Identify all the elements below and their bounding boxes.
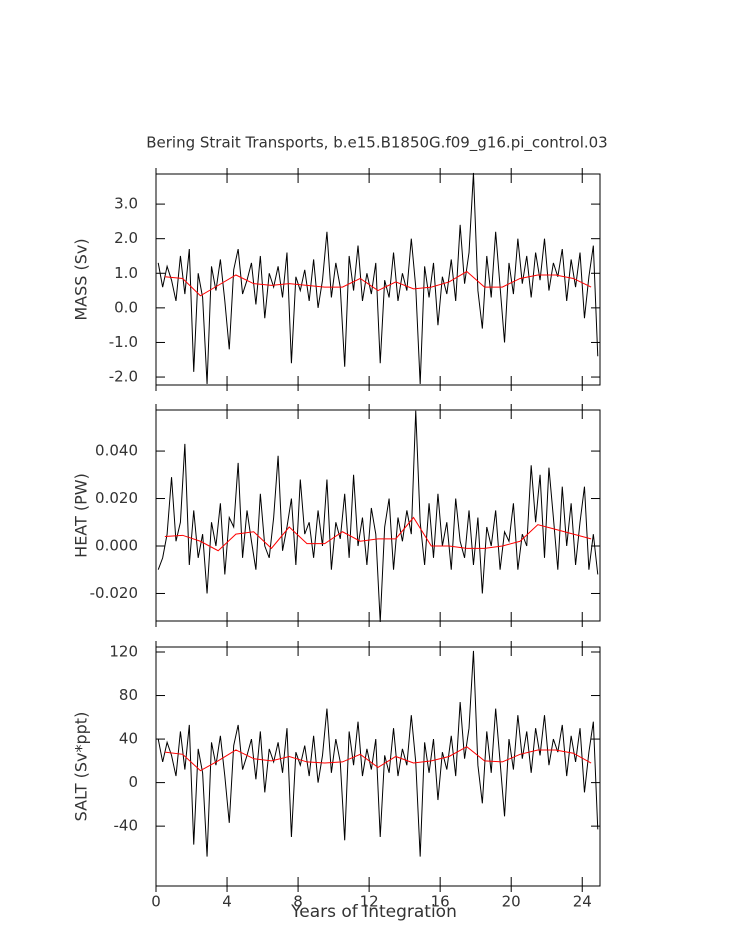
chart-title: Bering Strait Transports, b.e15.B1850G.f… (146, 134, 607, 153)
data-line (164, 746, 592, 772)
y-tick-label: 0.0 (114, 298, 138, 316)
y-tick-label: 3.0 (114, 195, 138, 213)
y-tick-label: 1.0 (114, 264, 138, 282)
data-line (157, 172, 599, 384)
x-tick-label: 0 (151, 893, 161, 911)
y-tick-label: 0 (128, 773, 138, 791)
data-line (157, 650, 599, 857)
data-line (164, 516, 592, 552)
y-axis-label: HEAT (PW) (72, 473, 91, 558)
x-axis-label: Years of Integration (290, 902, 457, 922)
y-tick-label: 0.000 (95, 536, 138, 554)
y-tick-label: 0.020 (95, 489, 138, 507)
y-tick-label: -1.0 (109, 333, 138, 351)
y-axis-label: MASS (Sv) (72, 238, 91, 320)
plot-frame (155, 409, 601, 622)
y-axis-label: SALT (Sv*ppt) (72, 712, 91, 822)
y-tick-label: -40 (114, 817, 139, 835)
x-tick-label: 16 (431, 893, 450, 911)
y-tick-label: -0.020 (90, 584, 138, 602)
y-tick-label: 2.0 (114, 229, 138, 247)
x-tick-label: 8 (293, 893, 303, 911)
x-tick-label: 20 (502, 893, 521, 911)
x-tick-label: 12 (360, 893, 379, 911)
y-tick-label: 40 (119, 730, 138, 748)
x-tick-label: 4 (222, 893, 232, 911)
data-line (164, 270, 592, 297)
y-tick-label: 80 (119, 686, 138, 704)
y-tick-label: -2.0 (109, 368, 138, 386)
plot-frame (155, 173, 601, 386)
y-tick-label: 120 (109, 643, 138, 661)
plot-frame (155, 646, 601, 887)
x-tick-label: 24 (573, 893, 592, 911)
data-line (157, 410, 599, 622)
y-tick-label: 0.040 (95, 442, 138, 460)
